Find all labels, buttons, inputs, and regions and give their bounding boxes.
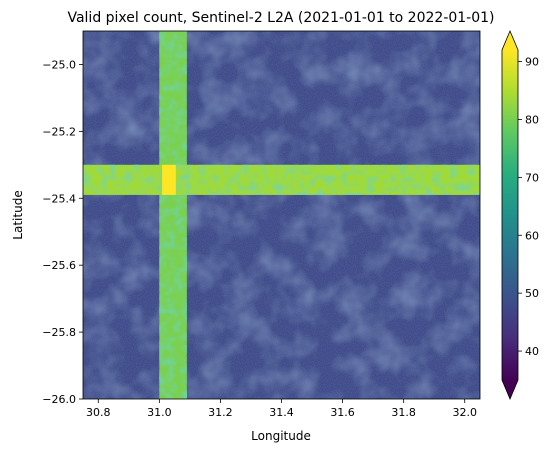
- colorbar-tick-label: 40: [525, 345, 539, 358]
- colorbar-extend-bottom: [502, 380, 518, 399]
- y-tick-label: −26.0: [42, 393, 76, 406]
- x-tick-label: 30.8: [86, 406, 111, 419]
- x-tick-label: 31.8: [391, 406, 416, 419]
- y-tick-label: −25.0: [42, 58, 76, 71]
- x-axis-label: Longitude: [251, 429, 311, 443]
- colorbar-extend-top: [502, 31, 518, 50]
- y-axis-ticks: −25.0 −25.2 −25.4 −25.6 −25.8 −26.0: [42, 58, 83, 406]
- x-tick-label: 31.2: [208, 406, 233, 419]
- colorbar-frame: [501, 29, 519, 401]
- chart-title: Valid pixel count, Sentinel-2 L2A (2021-…: [67, 10, 494, 26]
- x-tick-label: 31.6: [330, 406, 355, 419]
- horizontal-band-texture: [83, 164, 480, 195]
- x-tick-label: 31.4: [269, 406, 294, 419]
- colorbar-tick-label: 80: [525, 113, 539, 126]
- colorbar-tick-label: 70: [525, 171, 539, 184]
- y-tick-label: −25.8: [42, 326, 76, 339]
- x-tick-label: 32.0: [452, 406, 477, 419]
- x-tick-label: 31.0: [147, 406, 172, 419]
- heatmap-texture-speckle: [83, 31, 480, 399]
- y-axis-label: Latitude: [11, 190, 25, 239]
- y-tick-label: −25.4: [42, 192, 76, 205]
- colorbar: 40 50 60 70 80 90: [501, 29, 539, 401]
- band-overlap-cell: [162, 164, 176, 195]
- vertical-band-texture: [159, 31, 187, 399]
- y-tick-label: −25.6: [42, 259, 76, 272]
- colorbar-tick-label: 90: [525, 56, 539, 69]
- x-axis-ticks: 30.8 31.0 31.2 31.4 31.6 31.8 32.0: [86, 399, 477, 419]
- colorbar-gradient: [502, 50, 518, 380]
- plot-area: [83, 31, 480, 399]
- colorbar-tick-label: 50: [525, 287, 539, 300]
- colorbar-ticks: 40 50 60 70 80 90: [518, 56, 539, 358]
- colorbar-tick-label: 60: [525, 229, 539, 242]
- y-tick-label: −25.2: [42, 125, 76, 138]
